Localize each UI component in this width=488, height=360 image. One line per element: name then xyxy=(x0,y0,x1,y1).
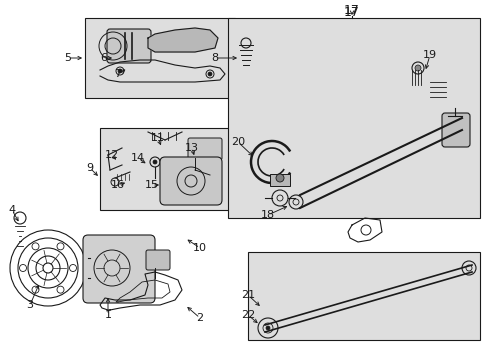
Text: 9: 9 xyxy=(86,163,93,173)
Text: 17: 17 xyxy=(344,5,359,18)
Circle shape xyxy=(414,65,420,71)
FancyBboxPatch shape xyxy=(146,250,170,270)
Text: 22: 22 xyxy=(241,310,255,320)
Text: 2: 2 xyxy=(196,313,203,323)
Circle shape xyxy=(275,174,284,182)
Text: 14: 14 xyxy=(131,153,145,163)
Text: 19: 19 xyxy=(422,50,436,60)
Text: 10: 10 xyxy=(193,243,206,253)
Text: 21: 21 xyxy=(241,290,255,300)
Text: 12: 12 xyxy=(105,150,119,160)
FancyBboxPatch shape xyxy=(83,235,155,303)
FancyBboxPatch shape xyxy=(187,138,222,160)
FancyBboxPatch shape xyxy=(441,113,469,147)
Text: 18: 18 xyxy=(261,210,274,220)
Text: 16: 16 xyxy=(111,180,125,190)
FancyBboxPatch shape xyxy=(160,157,222,205)
Text: 8: 8 xyxy=(211,53,218,63)
Text: 20: 20 xyxy=(230,137,244,147)
Circle shape xyxy=(153,160,157,164)
Bar xyxy=(269,174,289,186)
Text: 7: 7 xyxy=(114,69,122,79)
Text: 5: 5 xyxy=(64,53,71,63)
Circle shape xyxy=(118,69,122,73)
Text: 6: 6 xyxy=(101,53,107,63)
Text: 3: 3 xyxy=(26,300,34,310)
Circle shape xyxy=(154,38,162,46)
Circle shape xyxy=(201,34,208,42)
Text: 15: 15 xyxy=(145,180,159,190)
Bar xyxy=(100,128,235,210)
Bar xyxy=(247,252,479,340)
Polygon shape xyxy=(148,28,218,52)
Bar xyxy=(85,18,235,98)
Text: 4: 4 xyxy=(8,205,16,215)
FancyBboxPatch shape xyxy=(107,29,151,63)
Circle shape xyxy=(265,326,269,330)
Text: 1: 1 xyxy=(104,310,111,320)
Text: 17: 17 xyxy=(344,4,359,17)
Text: 11: 11 xyxy=(151,133,164,143)
Text: 13: 13 xyxy=(184,143,199,153)
Circle shape xyxy=(207,72,212,76)
Bar xyxy=(227,18,479,218)
